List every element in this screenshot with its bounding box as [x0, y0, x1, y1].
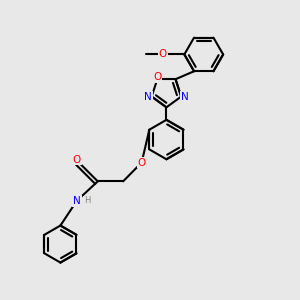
Text: N: N [144, 92, 152, 102]
Text: N: N [73, 196, 81, 206]
Text: H: H [84, 196, 91, 205]
Text: N: N [181, 92, 189, 102]
Text: O: O [158, 50, 167, 59]
Text: O: O [153, 72, 161, 82]
Text: O: O [73, 154, 81, 165]
Text: O: O [137, 158, 146, 167]
